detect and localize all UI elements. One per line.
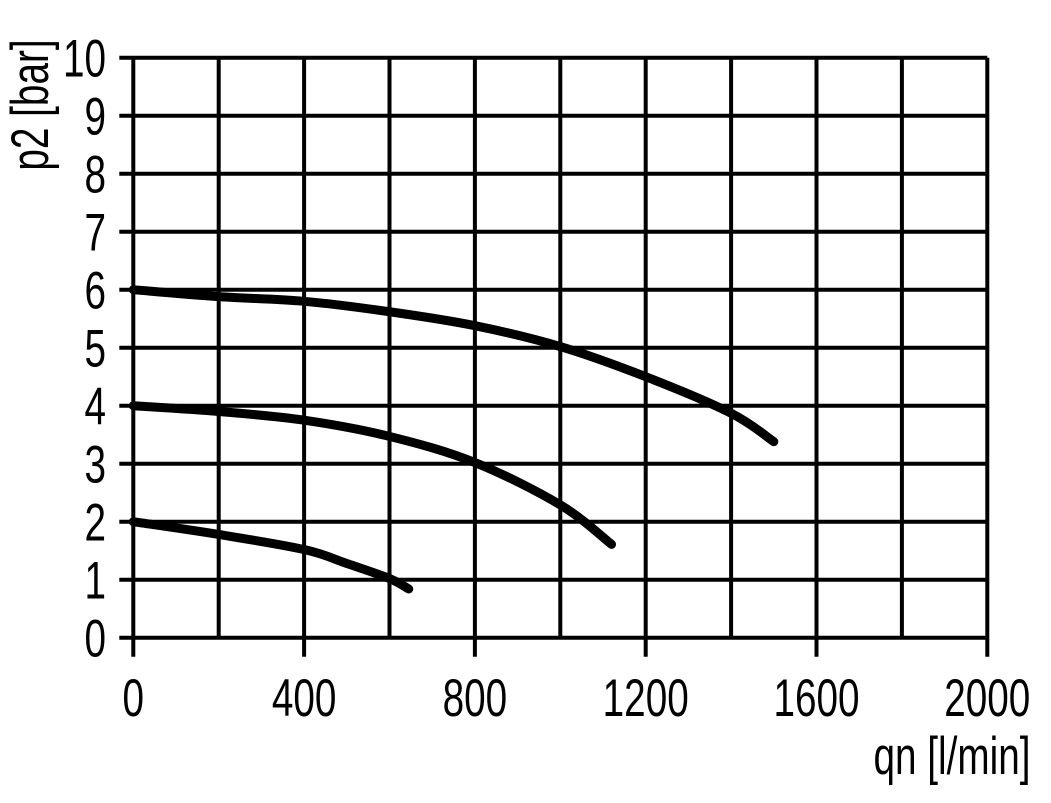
y-tick-label: 9 — [84, 87, 106, 146]
y-tick-label: 8 — [84, 145, 106, 204]
x-tick-label: 0 — [123, 668, 145, 727]
y-tick-label: 10 — [63, 29, 106, 88]
y-tick-label: 2 — [84, 493, 106, 552]
y-tick-label: 5 — [84, 319, 106, 378]
y-tick-label: 3 — [84, 435, 106, 494]
x-tick-label: 800 — [443, 668, 508, 727]
y-tick-label: 4 — [84, 377, 106, 436]
curve-from-2-bar — [128, 517, 414, 594]
y-tick-label: 1 — [84, 551, 106, 610]
curve-from-4-bar — [128, 401, 617, 549]
x-axis-label: qn [l/min] — [873, 727, 1031, 786]
y-tick-label: 0 — [84, 609, 106, 668]
x-tick-label: 400 — [272, 668, 337, 727]
y-tick-label: 7 — [84, 203, 106, 262]
y-tick-label: 6 — [84, 261, 106, 320]
x-tick-label: 1200 — [603, 668, 689, 727]
y-axis-label: p2 [bar] — [1, 39, 60, 171]
x-tick-label: 1600 — [773, 668, 859, 727]
x-tick-label: 2000 — [944, 668, 1030, 727]
curve-from-6-bar — [128, 285, 779, 447]
